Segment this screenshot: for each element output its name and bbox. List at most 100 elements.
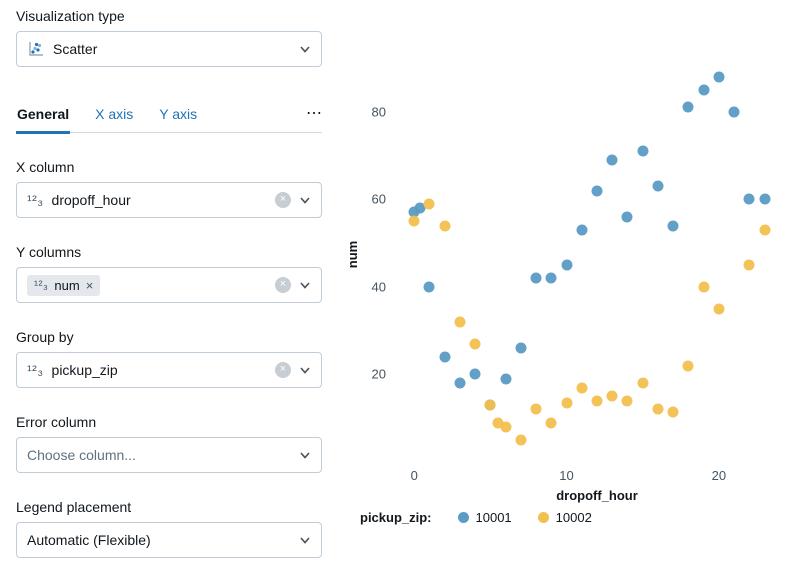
x-tick-labels: 0 10 20 bbox=[402, 468, 792, 484]
scatter-chart: num 20 40 60 80 0 10 20 dropoff_hour pickup_z… bbox=[342, 0, 800, 586]
x-column-select[interactable]: ¹²₃ dropoff_hour × bbox=[16, 182, 322, 218]
scatter-point-10002[interactable] bbox=[408, 215, 420, 227]
scatter-point-10002[interactable] bbox=[743, 259, 755, 271]
scatter-point-10001[interactable] bbox=[728, 106, 740, 118]
tab-general[interactable]: General bbox=[16, 106, 71, 134]
viz-type-value: Scatter bbox=[53, 41, 98, 57]
scatter-point-10001[interactable] bbox=[591, 185, 603, 196]
legend-label: 10001 bbox=[475, 510, 512, 525]
chevron-down-icon bbox=[299, 194, 311, 206]
scatter-point-10001[interactable] bbox=[500, 373, 512, 385]
scatter-point-10001[interactable] bbox=[545, 272, 557, 284]
scatter-point-10002[interactable] bbox=[439, 220, 451, 232]
number-column-icon: ¹²₃ bbox=[27, 362, 44, 378]
scatter-point-10002[interactable] bbox=[484, 399, 496, 411]
scatter-point-10001[interactable] bbox=[759, 193, 771, 205]
scatter-point-10002[interactable] bbox=[667, 406, 679, 418]
chevron-down-icon bbox=[299, 534, 311, 546]
scatter-point-10001[interactable] bbox=[423, 281, 435, 293]
group-by-select[interactable]: ¹²₃ pickup_zip × bbox=[16, 352, 322, 388]
scatter-point-10001[interactable] bbox=[576, 224, 588, 236]
tab-x-axis[interactable]: X axis bbox=[95, 106, 134, 122]
legend-placement-select[interactable]: Automatic (Flexible) bbox=[16, 522, 322, 558]
scatter-point-10001[interactable] bbox=[667, 220, 679, 232]
x-tick-label: 10 bbox=[559, 468, 574, 483]
scatter-point-10002[interactable] bbox=[454, 316, 466, 328]
y-tick-label: 20 bbox=[371, 366, 386, 382]
viz-type-label: Visualization type bbox=[16, 8, 125, 24]
chevron-down-icon bbox=[299, 43, 311, 55]
scatter-point-10001[interactable] bbox=[698, 84, 710, 96]
scatter-point-10002[interactable] bbox=[530, 403, 542, 415]
scatter-point-10001[interactable] bbox=[713, 71, 725, 83]
visualization-config-panel: Visualization type Scatter General X axi… bbox=[16, 8, 322, 558]
scatter-point-10002[interactable] bbox=[682, 360, 694, 372]
y-column-tag: ¹²₃ num × bbox=[27, 274, 101, 296]
scatter-point-10001[interactable] bbox=[637, 145, 649, 157]
scatter-point-10002[interactable] bbox=[561, 397, 573, 409]
legend-dot bbox=[457, 512, 469, 523]
clear-group-by-icon[interactable]: × bbox=[275, 362, 291, 378]
scatter-point-10001[interactable] bbox=[515, 342, 527, 354]
clear-y-columns-icon[interactable]: × bbox=[275, 277, 291, 293]
config-tabs: General X axis Y axis ⋯ bbox=[16, 103, 322, 134]
more-tabs-button[interactable]: ⋯ bbox=[306, 105, 322, 122]
clear-x-column-icon[interactable]: × bbox=[275, 192, 291, 208]
scatter-point-10002[interactable] bbox=[591, 395, 603, 407]
legend-item-10002[interactable]: 10002 bbox=[537, 510, 592, 525]
scatter-point-10001[interactable] bbox=[682, 101, 694, 113]
x-axis-label: dropoff_hour bbox=[556, 488, 638, 503]
scatter-point-10001[interactable] bbox=[414, 202, 426, 214]
legend-label: 10002 bbox=[555, 510, 592, 525]
scatter-point-10002[interactable] bbox=[423, 198, 435, 210]
scatter-point-10002[interactable] bbox=[492, 417, 504, 429]
viz-type-select[interactable]: Scatter bbox=[16, 31, 322, 67]
scatter-point-10001[interactable] bbox=[621, 211, 633, 223]
legend-dot bbox=[537, 512, 549, 523]
scatter-point-10002[interactable] bbox=[637, 377, 649, 389]
scatter-point-10001[interactable] bbox=[743, 193, 755, 205]
y-tick-label: 60 bbox=[371, 191, 386, 207]
scatter-point-10002[interactable] bbox=[515, 434, 527, 446]
scatter-point-10002[interactable] bbox=[500, 421, 512, 433]
y-columns-label: Y columns bbox=[16, 244, 82, 260]
y-tick-label: 80 bbox=[371, 104, 386, 120]
scatter-point-10001[interactable] bbox=[561, 259, 573, 271]
y-tick-labels: 20 40 60 80 bbox=[342, 46, 394, 462]
error-column-select[interactable]: Choose column... bbox=[16, 437, 322, 473]
scatter-point-10002[interactable] bbox=[698, 281, 710, 293]
legend-placement-label: Legend placement bbox=[16, 499, 132, 515]
x-column-value: dropoff_hour bbox=[51, 192, 131, 208]
x-tick-label: 20 bbox=[711, 468, 727, 483]
chart-legend: pickup_zip: 10001 10002 bbox=[360, 510, 592, 525]
remove-tag-icon[interactable]: × bbox=[85, 277, 94, 293]
x-tick-label: 0 bbox=[410, 468, 418, 483]
chevron-down-icon bbox=[299, 449, 311, 461]
y-tick-label: 40 bbox=[371, 279, 386, 295]
scatter-point-10002[interactable] bbox=[606, 390, 618, 402]
scatter-point-10002[interactable] bbox=[469, 338, 481, 350]
scatter-chart-icon bbox=[27, 40, 45, 58]
error-column-label: Error column bbox=[16, 414, 97, 430]
scatter-point-10002[interactable] bbox=[576, 382, 588, 394]
scatter-point-10002[interactable] bbox=[652, 403, 664, 415]
scatter-point-10002[interactable] bbox=[545, 417, 557, 429]
x-column-label: X column bbox=[16, 159, 75, 175]
legend-placement-value: Automatic (Flexible) bbox=[27, 532, 151, 548]
tab-y-axis[interactable]: Y axis bbox=[159, 106, 198, 122]
scatter-point-10001[interactable] bbox=[469, 368, 481, 380]
legend-title: pickup_zip: bbox=[360, 510, 432, 525]
scatter-point-10002[interactable] bbox=[759, 224, 771, 236]
plot-area bbox=[402, 46, 792, 462]
legend-item-10001[interactable]: 10001 bbox=[457, 510, 512, 525]
scatter-point-10002[interactable] bbox=[621, 395, 633, 407]
scatter-point-10001[interactable] bbox=[652, 180, 664, 192]
scatter-point-10001[interactable] bbox=[606, 154, 618, 166]
scatter-point-10001[interactable] bbox=[408, 206, 420, 218]
scatter-point-10001[interactable] bbox=[530, 272, 542, 284]
scatter-point-10001[interactable] bbox=[439, 351, 451, 363]
scatter-point-10002[interactable] bbox=[713, 303, 725, 315]
scatter-point-10001[interactable] bbox=[454, 377, 466, 389]
y-columns-select[interactable]: ¹²₃ num × × bbox=[16, 267, 322, 303]
group-by-value: pickup_zip bbox=[51, 362, 118, 378]
